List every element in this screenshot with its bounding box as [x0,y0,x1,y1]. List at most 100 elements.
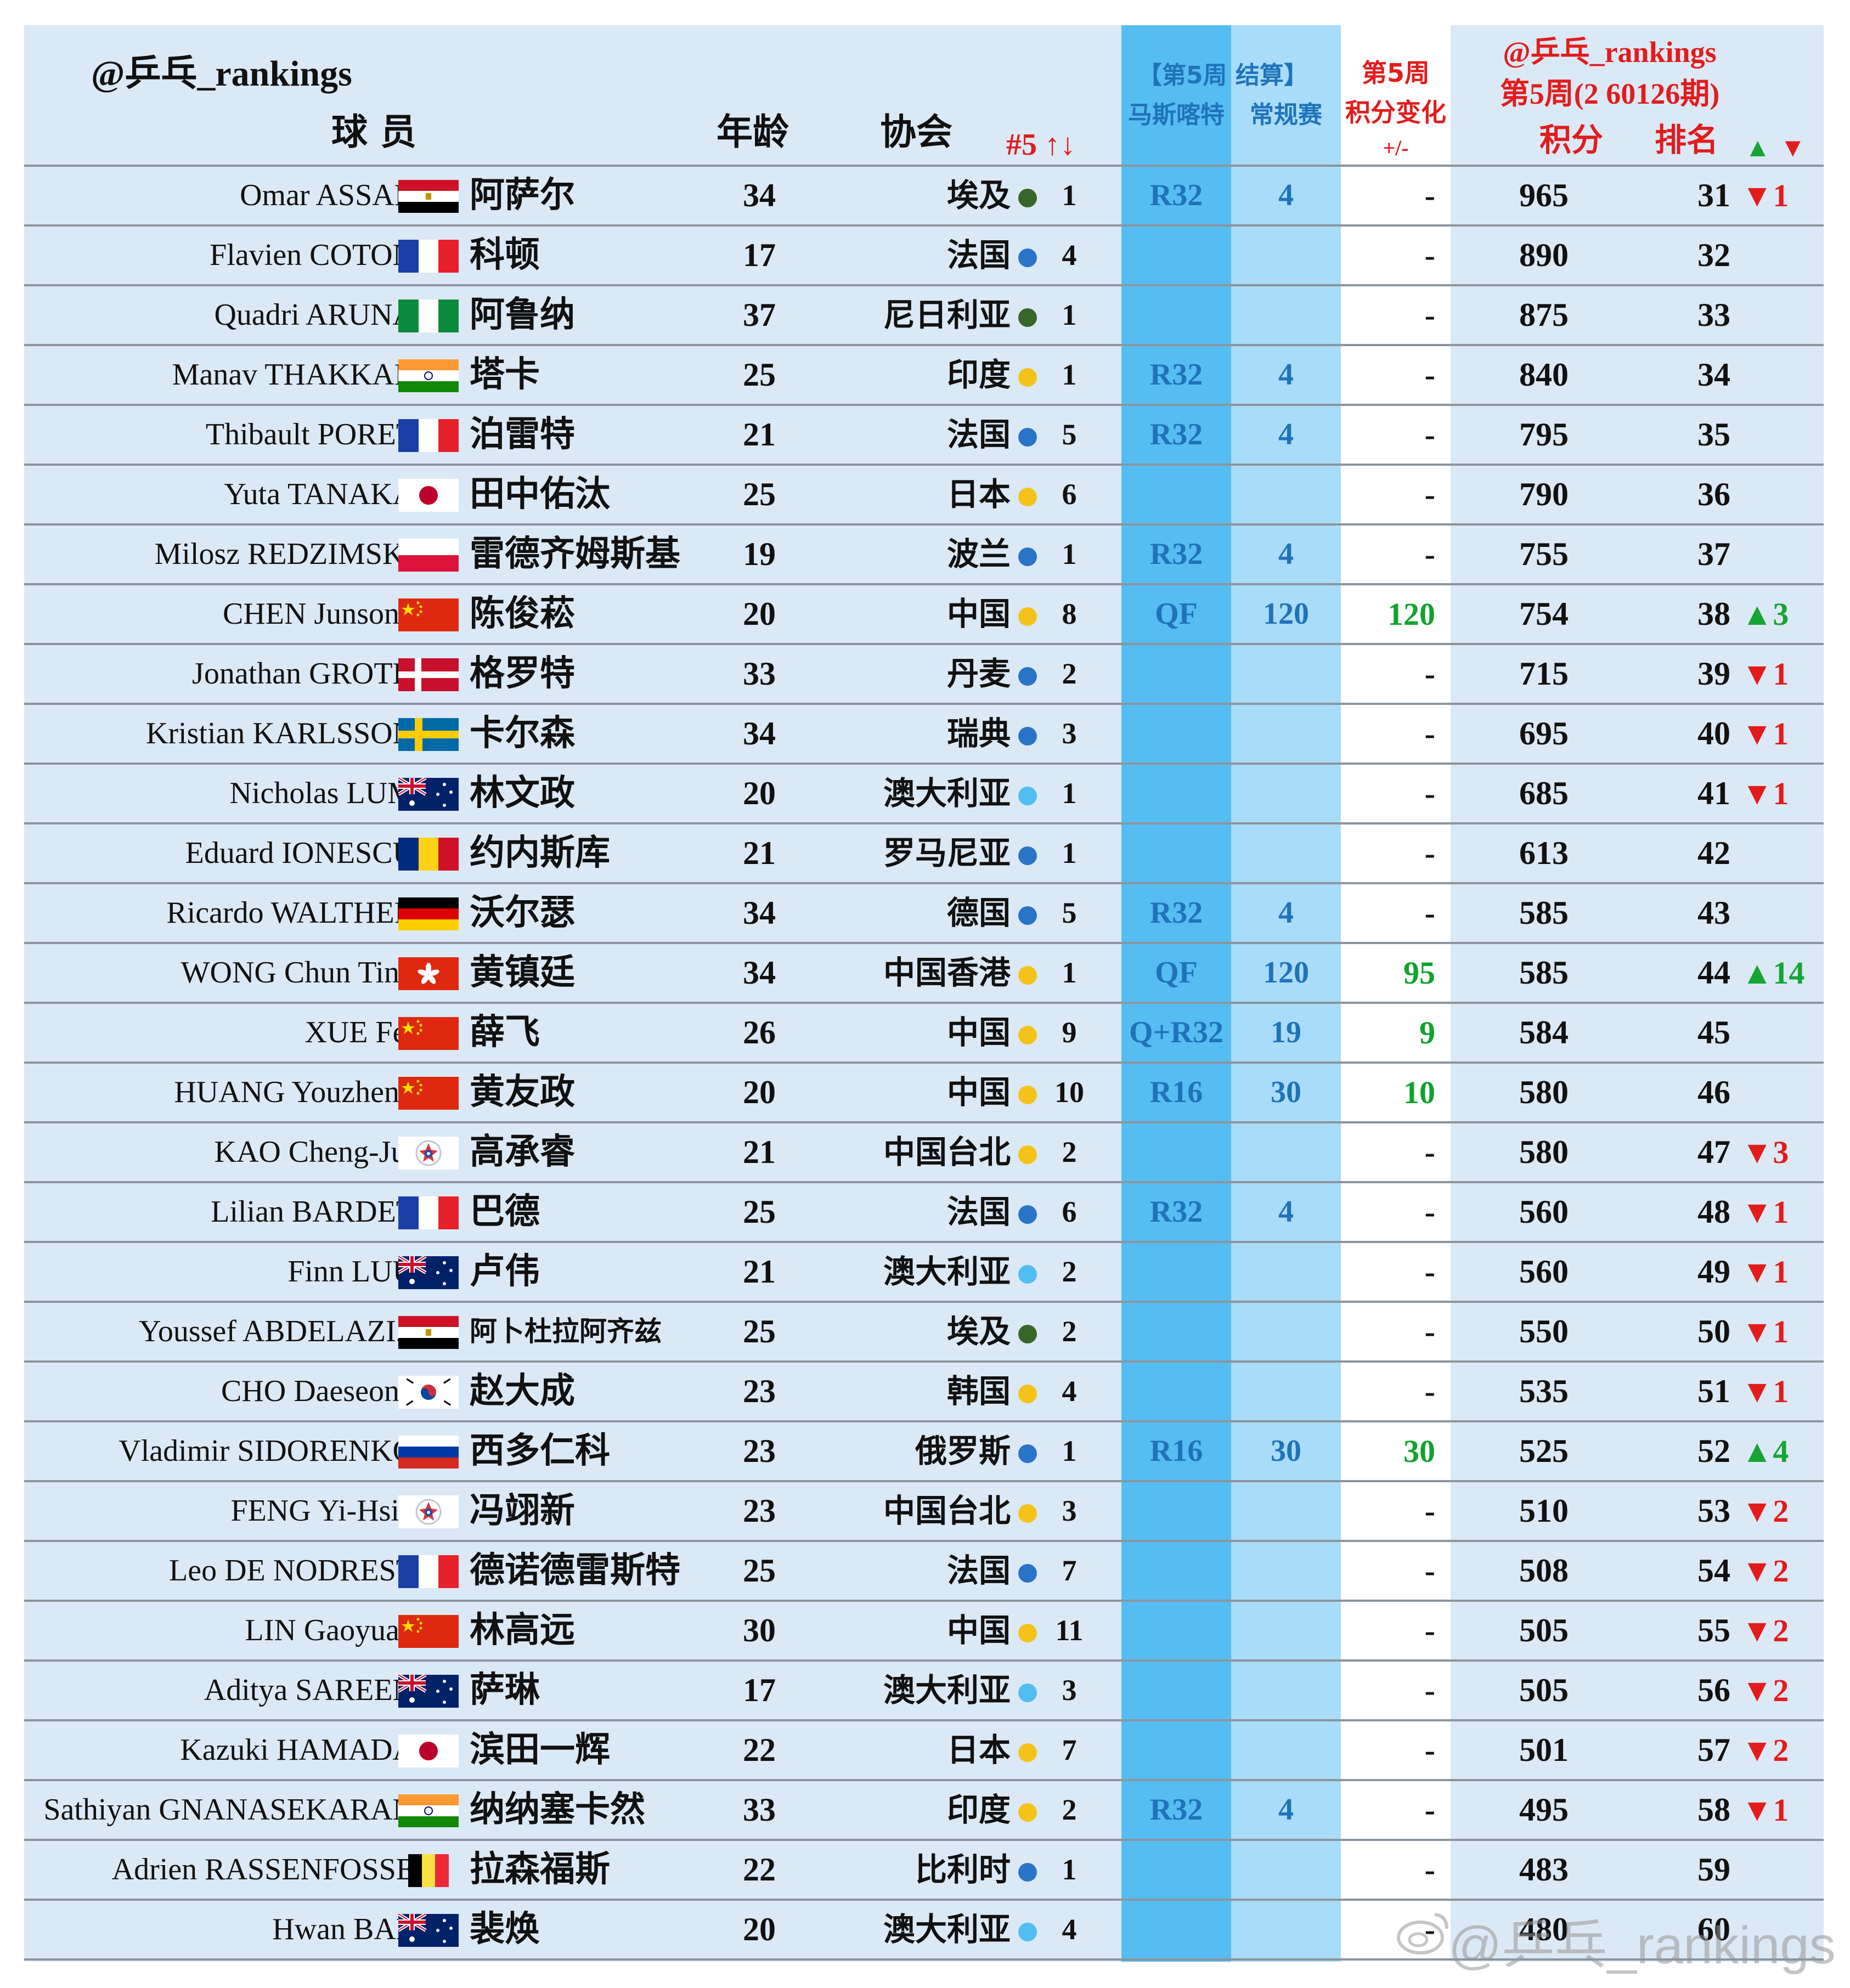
world-rank: 48 [1697,1194,1730,1230]
association-dot-icon [1018,1026,1037,1044]
romania-flag-icon [398,838,459,871]
player-name-cn: 冯翊新 [470,1490,575,1531]
event-points: 19 [1271,1015,1301,1049]
total-points: 560 [1519,1194,1569,1230]
world-rank: 38 [1697,596,1730,632]
association-dot-icon [1018,248,1037,267]
player-age: 34 [743,715,776,752]
association-dot-icon [1018,787,1037,805]
weibo-logo-icon [1397,1913,1448,1955]
table-row: Manav THAKKAR 塔卡 25 印度 1 R32 4 - 840 34 [24,344,1824,404]
points-change: - [1424,1852,1435,1888]
poland-flag-icon [398,539,459,572]
player-age: 21 [743,1134,776,1170]
header-change-line3: +/- [1383,135,1409,160]
total-points: 525 [1519,1433,1569,1469]
player-name-en: CHO Daeseong [221,1374,415,1408]
event-stage: Q+R32 [1129,1015,1223,1049]
points-change: 120 [1387,596,1435,632]
event-points [1231,824,1341,882]
association: 中国 [946,1612,1011,1649]
total-points: 715 [1519,656,1569,692]
header-up-arrow: ▲ [1745,133,1771,162]
rankings-table: @乒乓_rankings 球 员 年龄 协会 #5 ↑↓ 【第5周 结算】 马斯… [24,25,1824,1962]
player-name-en: Thibault PORET [205,417,415,451]
player-name-en: Adrien RASSENFOSSE [111,1853,415,1887]
header-age: 年龄 [717,111,789,153]
event-stage [1121,1243,1231,1301]
total-points: 890 [1519,237,1569,273]
player-age: 20 [743,1074,776,1110]
association-dot-icon [1018,1564,1037,1583]
player-name-cn: 沃尔瑟 [470,893,575,933]
total-points: 535 [1519,1373,1569,1409]
total-points: 580 [1519,1074,1569,1110]
event-stage: QF [1155,956,1198,990]
association: 丹麦 [946,655,1011,692]
total-points: 790 [1519,476,1569,512]
association-rank: 6 [1062,1195,1077,1228]
world-rank: 54 [1697,1552,1730,1589]
table-row: Flavien COTON 科顿 17 法国 4 - 890 32 [24,224,1824,284]
event-points [1231,1602,1341,1659]
china-flag-icon [398,1615,459,1648]
association-rank: 10 [1054,1076,1084,1109]
player-age: 20 [743,596,776,632]
points-change: - [1424,1314,1435,1349]
player-age: 17 [743,237,776,273]
association-dot-icon [1018,966,1037,985]
association-rank: 4 [1062,1375,1077,1408]
association: 澳大利亚 [883,1253,1011,1290]
world-rank: 47 [1697,1134,1730,1170]
india-flag-icon [398,1794,459,1827]
world-rank: 53 [1697,1493,1730,1529]
association-dot-icon [1018,667,1037,686]
association-dot-icon [1018,1803,1037,1822]
table-row: Aditya SAREEN 萨琳 17 澳大利亚 3 - 505 56 ▼2 [24,1659,1824,1719]
association-rank: 2 [1062,1793,1077,1826]
event-points [1231,466,1341,523]
event-points: 4 [1278,1793,1294,1827]
total-points: 585 [1519,895,1569,931]
player-name-cn: 黄友政 [470,1072,575,1112]
table-row: Eduard IONESCU 约内斯库 21 罗马尼亚 1 - 613 42 [24,822,1824,882]
event-stage [1121,1841,1231,1899]
player-name-en: XUE Fei [304,1015,415,1049]
world-rank: 52 [1697,1433,1730,1469]
world-rank: 35 [1697,416,1730,453]
rank-movement: ▼1 [1741,1374,1789,1409]
player-name-cn: 陈俊菘 [470,594,575,634]
india-flag-icon [398,359,459,392]
association-dot-icon [1018,1504,1037,1523]
player-name-en: Leo DE NODREST [169,1554,415,1588]
rank-movement: ▼1 [1741,1254,1789,1290]
table-row: Jonathan GROTH 格罗特 33 丹麦 2 - 715 39 ▼1 [24,643,1824,703]
event-points [1231,1662,1341,1719]
player-name-cn: 卢伟 [470,1251,540,1292]
france-flag-icon [398,419,459,452]
watermark: @乒乓_rankings [1448,1916,1836,1975]
rank-movement: ▼1 [1741,1194,1789,1230]
association: 日本 [946,476,1011,513]
total-points: 795 [1519,416,1569,453]
association: 瑞典 [946,715,1011,752]
association: 俄罗斯 [915,1432,1011,1470]
association: 中国 [946,595,1011,632]
header-rank-period: 第5周(2 60126期) [1499,77,1720,110]
player-name-en: Kazuki HAMADA [180,1733,415,1767]
player-age: 37 [743,297,776,333]
total-points: 965 [1519,177,1569,213]
player-name-en: HUANG Youzheng [174,1075,415,1109]
table-row: FENG Yi-Hsin 冯翊新 23 中国台北 3 - 510 53 ▼2 [24,1480,1824,1540]
association: 中国台北 [883,1133,1011,1171]
event-stage [1121,1662,1231,1719]
egypt-flag-icon [398,1316,459,1349]
table-row: Kazuki HAMADA 滨田一辉 22 日本 7 - 501 57 ▼2 [24,1719,1824,1779]
event-points [1231,765,1341,822]
rank-movement: ▼1 [1741,776,1789,811]
event-stage [1121,1482,1231,1540]
rank-movement: ▲4 [1741,1433,1789,1469]
total-points: 501 [1519,1732,1569,1768]
rank-movement: ▼1 [1741,1792,1789,1828]
player-name-en: Hwan BAE [272,1912,415,1946]
